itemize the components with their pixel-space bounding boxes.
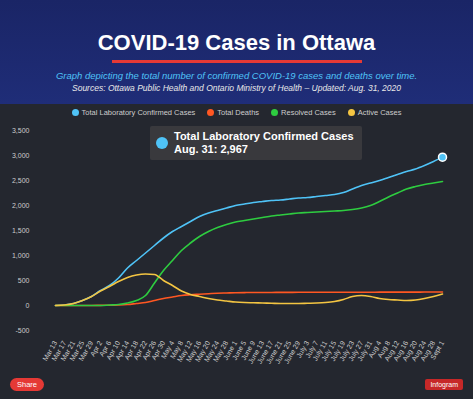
svg-text:1,000: 1,000 <box>12 252 30 259</box>
svg-text:July 19: July 19 <box>329 339 347 363</box>
svg-text:June 13: June 13 <box>246 339 266 365</box>
svg-text:Apr 22: Apr 22 <box>131 339 149 361</box>
svg-text:June 25: June 25 <box>273 339 293 365</box>
html-text:Infogram: Infogram <box>430 381 458 388</box>
svg-text:June 21: June 21 <box>264 339 284 365</box>
svg-text:June 29: June 29 <box>282 339 302 365</box>
svg-text:Aug 12: Aug 12 <box>383 339 401 363</box>
svg-text:3,000: 3,000 <box>12 152 30 159</box>
svg-text:July 31: July 31 <box>356 339 374 363</box>
svg-text:May 20: May 20 <box>193 339 212 363</box>
svg-text:July 7: July 7 <box>304 339 320 359</box>
svg-text:May 8: May 8 <box>168 339 185 360</box>
svg-text:June 1: June 1 <box>221 339 239 362</box>
svg-text:3,500: 3,500 <box>12 127 30 134</box>
svg-text:0: 0 <box>26 302 30 309</box>
svg-text:Aug 16: Aug 16 <box>392 339 410 363</box>
svg-text:May 12: May 12 <box>175 339 194 363</box>
svg-text:July 11: July 11 <box>311 339 329 362</box>
svg-text:Apr 10: Apr 10 <box>104 339 122 361</box>
svg-text:Aug 28: Aug 28 <box>419 339 437 363</box>
svg-text:Mar 21: Mar 21 <box>59 339 77 362</box>
html-text:COVID-19 Cases in Ottawa: COVID-19 Cases in Ottawa <box>97 30 376 55</box>
svg-text:July 15: July 15 <box>320 339 338 363</box>
svg-text:July 3: July 3 <box>295 339 311 359</box>
svg-text:Mar 13: Mar 13 <box>41 339 59 362</box>
html-text:Sources: Ottawa Public Health: Sources: Ottawa Public Health and Ontari… <box>72 83 401 93</box>
svg-text:May 24: May 24 <box>202 339 221 363</box>
svg-text:May 28: May 28 <box>211 339 230 363</box>
svg-text:Aug 8: Aug 8 <box>376 339 392 359</box>
html-text:Graph depicting the total numb: Graph depicting the total number of conf… <box>55 70 418 81</box>
html-text:Total Deaths: Total Deaths <box>217 107 260 117</box>
svg-text:2,500: 2,500 <box>12 177 30 184</box>
svg-text:Apr 6: Apr 6 <box>97 339 113 358</box>
svg-text:Aug 20: Aug 20 <box>401 339 419 363</box>
svg-text:Apr 26: Apr 26 <box>140 339 158 361</box>
svg-text:Sept 1: Sept 1 <box>429 340 446 362</box>
svg-text:July 23: July 23 <box>338 339 356 363</box>
html-text:Total Laboratory Confirmed Cas: Total Laboratory Confirmed Cases <box>174 130 354 142</box>
html-text:Aug. 31: 2,967: Aug. 31: 2,967 <box>174 143 248 155</box>
svg-text:Mar 17: Mar 17 <box>50 339 68 362</box>
html-text:Resolved Cases: Resolved Cases <box>281 107 336 117</box>
svg-text:June 17: June 17 <box>255 339 275 365</box>
svg-text:2,000: 2,000 <box>12 202 30 209</box>
svg-text:Apr 14: Apr 14 <box>113 339 131 361</box>
svg-text:May 4: May 4 <box>159 339 176 360</box>
svg-text:May 16: May 16 <box>184 339 203 363</box>
svg-text:Mar 29: Mar 29 <box>77 339 95 362</box>
svg-text:June 9: June 9 <box>239 339 257 362</box>
svg-text:Aug 24: Aug 24 <box>410 339 428 363</box>
svg-text:Apr 30: Apr 30 <box>149 339 167 361</box>
html-text:Active Cases: Active Cases <box>357 107 402 117</box>
svg-text:1,500: 1,500 <box>12 227 30 234</box>
svg-text:June 5: June 5 <box>230 339 248 362</box>
svg-text:500: 500 <box>18 277 30 284</box>
svg-text:Apr 18: Apr 18 <box>122 339 140 361</box>
svg-text:July 27: July 27 <box>347 339 365 363</box>
svg-text:Mar 25: Mar 25 <box>68 339 86 362</box>
html-text:Total Laboratory Confirmed Cas: Total Laboratory Confirmed Cases <box>81 107 196 117</box>
svg-text:Apr 2: Apr 2 <box>88 339 104 358</box>
html-text:Share: Share <box>17 380 37 389</box>
svg-text:Aug 4: Aug 4 <box>367 339 383 359</box>
svg-text:-500: -500 <box>15 327 29 334</box>
